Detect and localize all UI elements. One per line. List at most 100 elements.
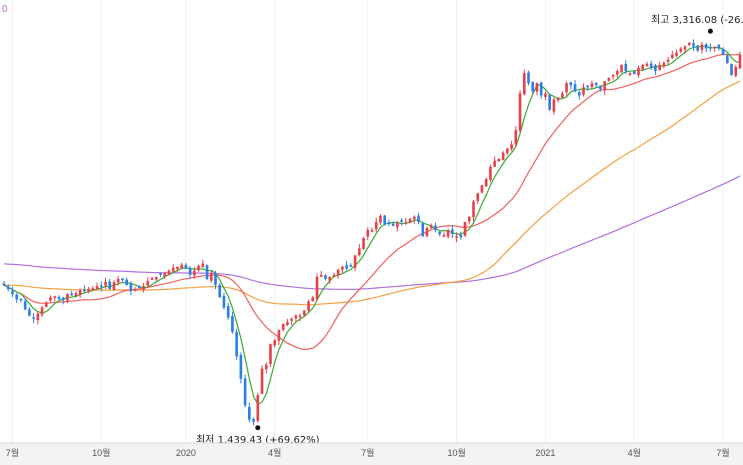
candle-body bbox=[649, 63, 653, 67]
candle-145 bbox=[616, 69, 619, 79]
x-tick-label-4: 7월 bbox=[361, 447, 374, 458]
candle-103 bbox=[438, 231, 441, 237]
candle-94 bbox=[400, 218, 403, 226]
candle-body bbox=[692, 43, 695, 47]
candle-body bbox=[167, 270, 171, 275]
candle-144 bbox=[611, 74, 615, 80]
candle-29 bbox=[125, 277, 128, 286]
candle-121 bbox=[514, 126, 518, 148]
candle-16 bbox=[70, 290, 73, 296]
candle-body bbox=[332, 274, 336, 277]
x-tick-label-1: 10월 bbox=[92, 447, 110, 458]
candle-body bbox=[671, 54, 674, 59]
candles bbox=[2, 39, 742, 426]
candle-98 bbox=[417, 212, 420, 225]
candle-body bbox=[345, 265, 348, 269]
candle-body bbox=[290, 318, 293, 321]
candle-body bbox=[451, 229, 454, 235]
candle-64 bbox=[273, 339, 277, 348]
candle-body bbox=[315, 276, 319, 299]
candle-93 bbox=[396, 221, 399, 232]
candle-body bbox=[357, 248, 361, 256]
candle-body bbox=[654, 65, 657, 72]
candle-44 bbox=[188, 265, 192, 279]
candle-7 bbox=[32, 313, 35, 324]
candle-85 bbox=[362, 236, 365, 250]
candle-107 bbox=[455, 232, 458, 243]
candle-body bbox=[99, 285, 103, 288]
candle-163 bbox=[692, 39, 695, 51]
candle-9 bbox=[40, 305, 44, 318]
candle-149 bbox=[632, 71, 636, 75]
candle-body bbox=[15, 294, 19, 300]
candle-137 bbox=[582, 83, 585, 97]
candle-139 bbox=[590, 80, 594, 89]
candle-body bbox=[6, 286, 10, 290]
candle-134 bbox=[569, 81, 573, 90]
candle-body bbox=[379, 215, 382, 223]
candle-body bbox=[353, 255, 357, 268]
candle-0 bbox=[2, 280, 6, 286]
candle-100 bbox=[425, 226, 429, 238]
candle-35 bbox=[150, 277, 154, 280]
candle-body bbox=[116, 278, 120, 283]
candle-65 bbox=[277, 329, 281, 346]
candle-32 bbox=[138, 285, 141, 289]
candle-110 bbox=[467, 216, 471, 225]
candle-body bbox=[683, 46, 687, 50]
candle-body bbox=[366, 230, 370, 237]
candle-body bbox=[154, 276, 158, 280]
candle-body bbox=[163, 272, 167, 277]
candle-77 bbox=[328, 276, 332, 284]
candle-body bbox=[561, 93, 564, 98]
candle-body bbox=[74, 293, 78, 297]
candle-172 bbox=[730, 63, 733, 76]
candle-88 bbox=[374, 217, 378, 232]
candle-171 bbox=[725, 54, 729, 64]
candle-108 bbox=[459, 231, 463, 240]
candle-body bbox=[594, 82, 598, 86]
candle-body bbox=[607, 78, 611, 81]
candle-52 bbox=[222, 292, 226, 310]
candle-body bbox=[336, 269, 340, 276]
candle-body bbox=[294, 315, 298, 319]
candle-157 bbox=[666, 57, 670, 66]
candle-152 bbox=[645, 61, 649, 67]
candle-body bbox=[87, 289, 90, 292]
candle-body bbox=[645, 63, 649, 67]
candle-body bbox=[565, 83, 568, 93]
annotations: 최고 3,316.08 (-26.37%) 최저 1,439.43 (+69.6… bbox=[196, 14, 743, 446]
candle-body bbox=[319, 274, 323, 277]
candle-133 bbox=[565, 81, 568, 96]
candle-22 bbox=[95, 282, 99, 290]
candle-body bbox=[463, 221, 467, 236]
candle-body bbox=[129, 283, 133, 292]
candle-body bbox=[518, 93, 522, 131]
candle-body bbox=[556, 97, 560, 101]
candle-body bbox=[611, 75, 615, 77]
candle-body bbox=[235, 331, 238, 357]
candle-body bbox=[489, 166, 492, 180]
candle-4 bbox=[19, 298, 23, 303]
candle-body bbox=[193, 270, 196, 276]
candle-170 bbox=[721, 47, 725, 56]
candle-body bbox=[269, 344, 272, 364]
candle-51 bbox=[218, 283, 222, 298]
candle-body bbox=[197, 265, 200, 271]
candle-74 bbox=[315, 273, 319, 301]
candle-body bbox=[734, 66, 738, 76]
candle-129 bbox=[548, 93, 551, 112]
candle-127 bbox=[539, 81, 543, 99]
candle-162 bbox=[687, 42, 691, 47]
candle-body bbox=[603, 81, 606, 91]
candle-body bbox=[658, 64, 661, 71]
candle-body bbox=[599, 85, 602, 90]
x-axis: 7월 10월 2020 4월 7월 10월 2021 4월 7월 bbox=[6, 447, 730, 458]
candle-147 bbox=[624, 60, 628, 74]
candle-128 bbox=[544, 91, 547, 101]
ma120-path bbox=[3, 175, 741, 291]
candle-39 bbox=[167, 269, 171, 276]
candle-body bbox=[497, 158, 501, 162]
candle-140 bbox=[594, 82, 598, 88]
